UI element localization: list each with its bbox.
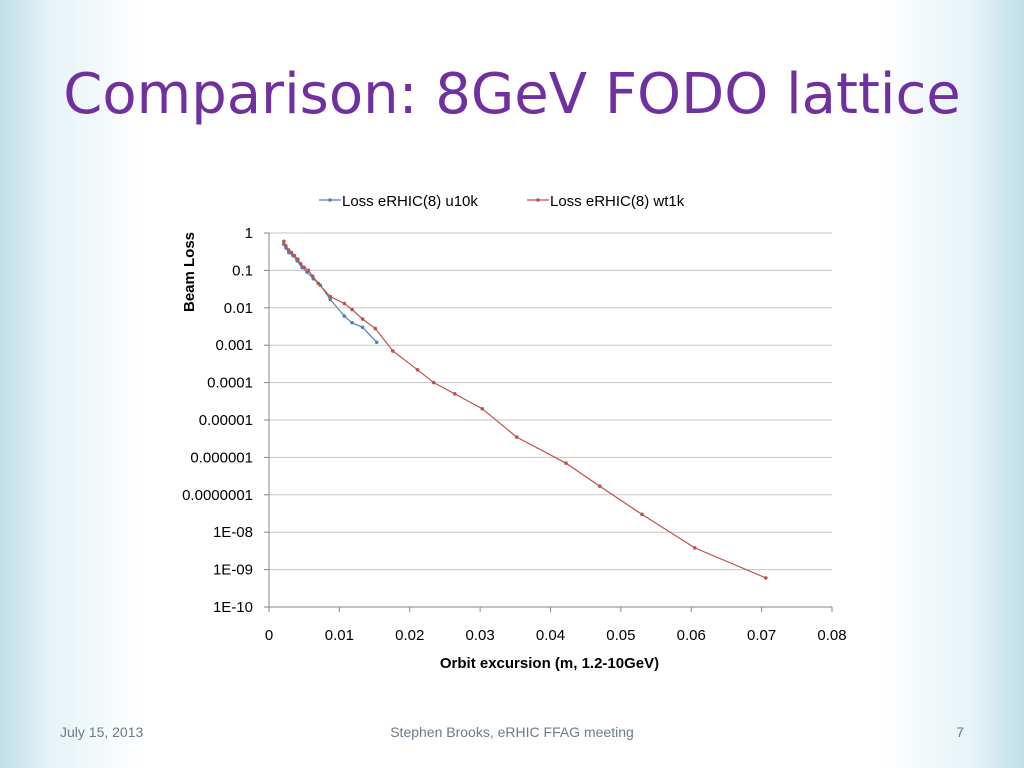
data-point	[764, 576, 768, 580]
data-point	[431, 380, 436, 385]
data-point	[281, 239, 286, 244]
y-tick-label: 0.00001	[199, 412, 253, 429]
data-point	[452, 392, 457, 396]
x-tick-label: 0.05	[606, 627, 635, 644]
data-point	[597, 484, 602, 488]
y-tick-label: 0.1	[232, 262, 253, 279]
data-point	[342, 314, 347, 318]
data-point	[480, 406, 485, 411]
y-axis-title: Beam Loss	[181, 232, 198, 312]
data-point	[373, 326, 378, 331]
data-point	[692, 546, 697, 550]
data-point	[306, 268, 311, 273]
slide-title: Comparison: 8GeV FODO lattice	[63, 62, 961, 127]
data-point	[284, 244, 288, 248]
data-point	[514, 435, 519, 439]
x-tick-label: 0.06	[677, 627, 706, 644]
y-tick-label: 1	[245, 225, 253, 242]
x-tick-label: 0.02	[395, 627, 424, 644]
data-point	[286, 248, 291, 252]
legend-marker-1	[328, 198, 332, 202]
x-axis-title: Orbit excursion (m, 1.2-10GeV)	[440, 655, 659, 672]
x-tick-label: 0.08	[817, 627, 846, 644]
data-point	[289, 250, 294, 255]
data-point	[316, 281, 321, 286]
page-number: 7	[956, 724, 964, 740]
data-point	[360, 325, 365, 330]
x-tick-label: 0.01	[325, 627, 354, 644]
data-point	[350, 320, 354, 325]
data-point	[296, 257, 300, 261]
x-tick-label: 0.03	[466, 627, 495, 644]
y-tick-label: 0.0001	[207, 375, 253, 392]
y-tick-label: 0.001	[215, 337, 253, 354]
legend-label-1: Loss eRHIC(8) u10k	[342, 193, 478, 210]
x-tick-label: 0	[265, 627, 273, 644]
y-tick-label: 1E-09	[213, 562, 253, 579]
legend-marker-2	[536, 198, 540, 202]
y-tick-label: 0.01	[224, 300, 253, 317]
series-line-2	[283, 241, 767, 579]
data-point	[298, 262, 303, 266]
data-point	[360, 317, 365, 321]
data-point	[415, 367, 420, 372]
data-point	[564, 461, 568, 465]
data-point	[302, 265, 306, 270]
data-point	[640, 512, 644, 517]
x-tick-label: 0.07	[747, 627, 776, 644]
data-point	[328, 297, 333, 301]
x-tick-label: 0.04	[536, 627, 565, 644]
data-point	[374, 340, 379, 345]
y-tick-label: 1E-10	[213, 599, 253, 616]
y-tick-label: 0.000001	[190, 449, 253, 466]
y-tick-label: 1E-08	[213, 524, 253, 541]
footer-date: July 15, 2013	[60, 724, 144, 740]
legend-label-2: Loss eRHIC(8) wt1k	[550, 193, 685, 210]
footer-author: Stephen Brooks, eRHIC FFAG meeting	[390, 724, 634, 740]
y-tick-label: 0.0000001	[182, 487, 253, 504]
data-point	[342, 301, 347, 306]
data-point	[292, 253, 297, 258]
data-point	[391, 349, 395, 353]
data-point	[328, 294, 333, 299]
data-point	[310, 274, 315, 278]
data-point	[350, 307, 354, 312]
